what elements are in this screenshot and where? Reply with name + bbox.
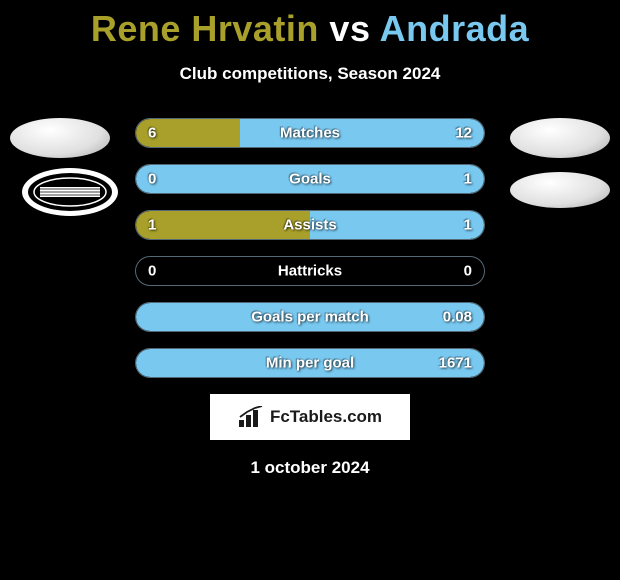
stat-label: Assists	[283, 217, 336, 234]
stat-label: Hattricks	[278, 263, 342, 280]
stat-row: 0.08 Goals per match	[135, 302, 485, 332]
stat-row: 0 0 Hattricks	[135, 256, 485, 286]
brand-badge: FcTables.com	[210, 394, 410, 440]
vs-separator: vs	[329, 8, 370, 49]
player2-name: Andrada	[380, 8, 530, 49]
bar-segment-right	[240, 119, 484, 147]
stat-label: Goals	[289, 171, 331, 188]
brand-text: FcTables.com	[270, 407, 382, 427]
stat-label: Matches	[280, 125, 340, 142]
comparison-title: Rene Hrvatin vs Andrada	[0, 0, 620, 50]
stat-value-right: 0	[464, 263, 472, 280]
player2-badge-top	[510, 118, 610, 158]
stat-value-left: 6	[148, 125, 156, 142]
stat-value-right: 1671	[439, 355, 472, 372]
stat-bars: 6 12 Matches 0 1 Goals 1 1 Assists 0 0 Hattricks 0.0…	[135, 118, 485, 378]
brand-logo-icon	[238, 406, 264, 428]
stat-value-left: 1	[148, 217, 156, 234]
stat-value-left: 0	[148, 171, 156, 188]
stat-value-right: 12	[455, 125, 472, 142]
player1-name: Rene Hrvatin	[91, 8, 319, 49]
stat-row: 6 12 Matches	[135, 118, 485, 148]
stat-value-right: 1	[464, 171, 472, 188]
stat-label: Min per goal	[266, 355, 354, 372]
player1-badge-club	[20, 166, 120, 218]
footer-date: 1 october 2024	[0, 458, 620, 478]
stat-value-right: 0.08	[443, 309, 472, 326]
chart-area: 6 12 Matches 0 1 Goals 1 1 Assists 0 0 Hattricks 0.0…	[0, 118, 620, 378]
stat-label: Goals per match	[251, 309, 369, 326]
stat-value-right: 1	[464, 217, 472, 234]
subtitle: Club competitions, Season 2024	[0, 64, 620, 84]
player2-badge-club	[510, 172, 610, 208]
stat-row: 1 1 Assists	[135, 210, 485, 240]
player1-badge-top	[10, 118, 110, 158]
stat-row: 1671 Min per goal	[135, 348, 485, 378]
stat-value-left: 0	[148, 263, 156, 280]
stat-row: 0 1 Goals	[135, 164, 485, 194]
